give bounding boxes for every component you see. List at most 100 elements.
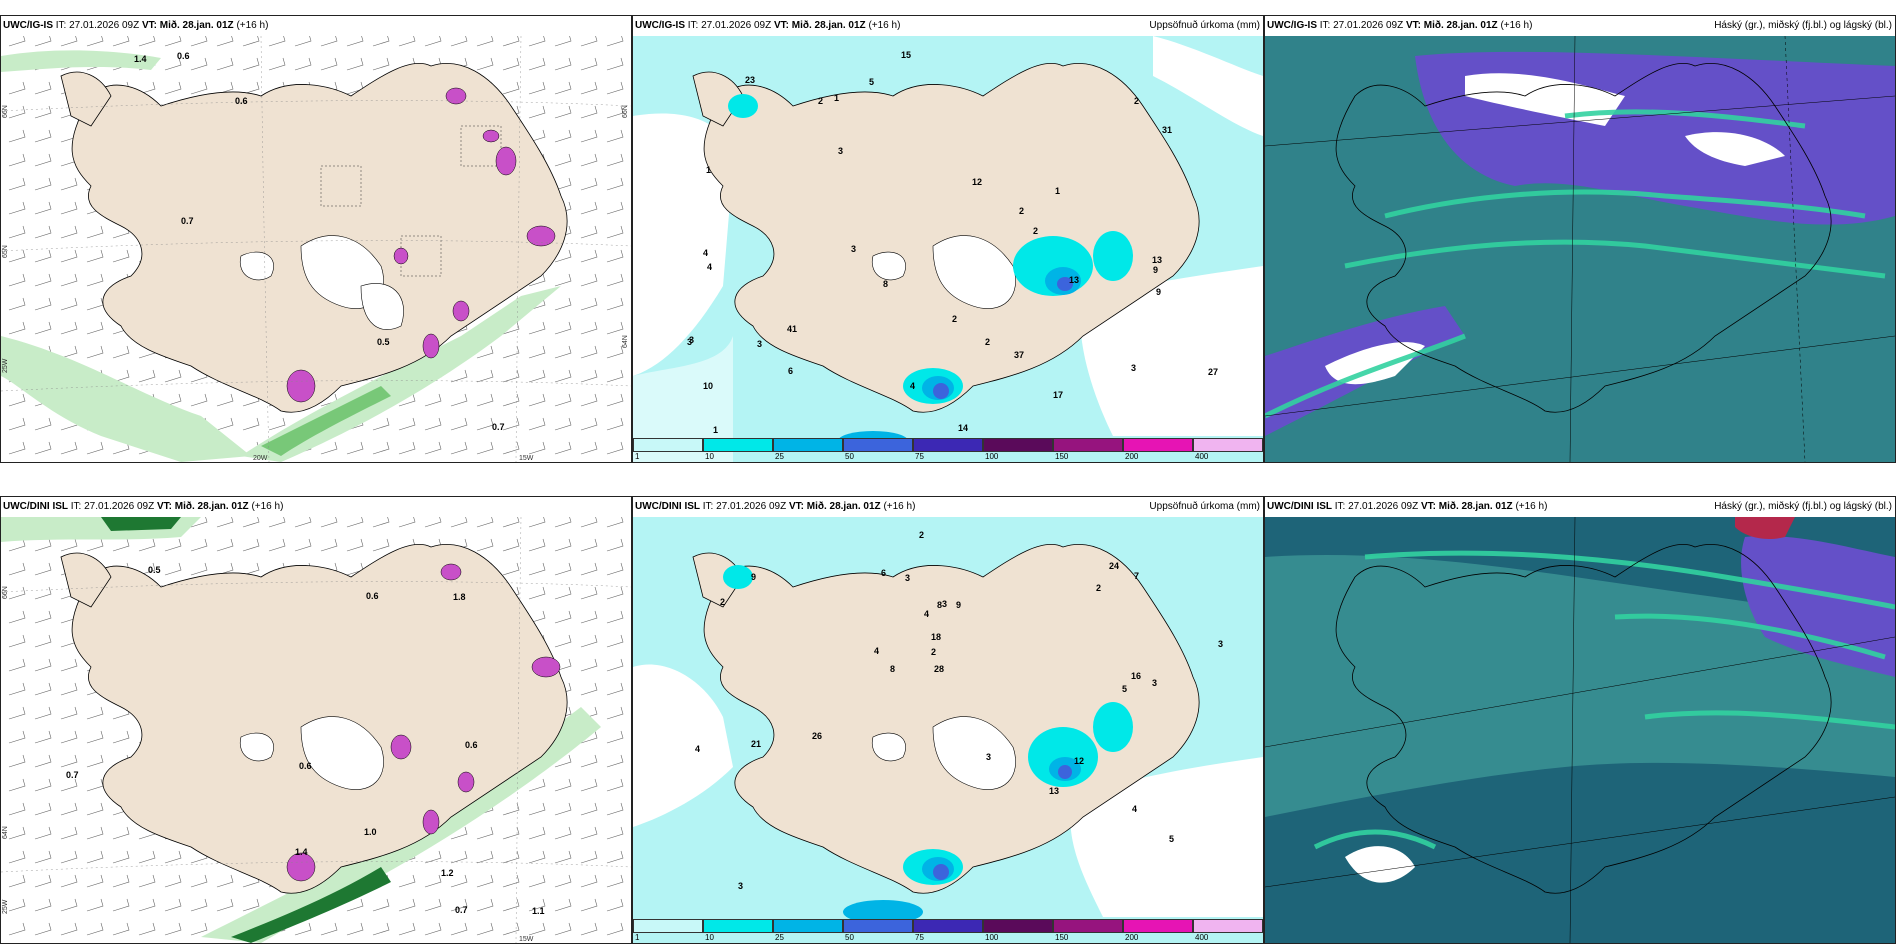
wind-barb (60, 201, 78, 215)
wind-barb (502, 345, 520, 359)
wind-barb (34, 586, 52, 600)
wind-barb (34, 874, 52, 888)
value-label: 1.0 (364, 827, 377, 837)
wind-barb (554, 321, 572, 335)
wind-barb (606, 201, 624, 215)
panel-title: Háský (gr.), miðský (fj.bl.) og lágský (… (1714, 501, 1892, 512)
wind-barb (216, 898, 234, 912)
value-label: 3 (942, 599, 947, 609)
wind-barb (216, 36, 234, 47)
wind-barb (8, 441, 26, 455)
wind-barb (294, 57, 312, 71)
colorbar-tick-label: 100 (985, 933, 999, 942)
colorbar-segment (1123, 438, 1193, 452)
wind-barb (8, 225, 26, 239)
wind-barb (268, 517, 286, 528)
valid-label: VT: (156, 501, 172, 512)
wind-barb (476, 874, 494, 888)
wind-barb (242, 81, 260, 95)
wind-barb (528, 778, 546, 792)
wind-barb (8, 634, 26, 648)
wind-barb (164, 922, 182, 936)
wind-barb (8, 898, 26, 912)
value-label: 0.7 (66, 770, 79, 780)
value-label: 8 (890, 664, 895, 674)
wind-barb (346, 57, 364, 71)
wind-barb (528, 321, 546, 335)
value-label: 9 (751, 572, 756, 582)
wind-barb (450, 517, 468, 528)
wind-barb (372, 57, 390, 71)
precip-colorbar: 1 10 25 50 75 100 150 200 400 (633, 917, 1263, 943)
wind-barb (528, 517, 546, 528)
value-label: 8 (937, 600, 942, 610)
wind-barb (476, 922, 494, 936)
wind-barb (8, 249, 26, 263)
wind-barb (60, 826, 78, 840)
wind-barb (606, 105, 624, 119)
wind-barb (554, 345, 572, 359)
valid-time: Mið. 28.jan. 01Z (1438, 501, 1513, 512)
wind-barb (606, 706, 624, 720)
value-label: 2 (1134, 96, 1139, 106)
wind-barb (138, 898, 156, 912)
wind-precip-map: 66N 65N 25W 20W 15W 66N 64N 0.5 1.4 0.7 0.6… (1, 36, 631, 462)
wind-barb (528, 57, 546, 71)
colorbar-tick-label: 75 (915, 933, 924, 942)
colorbar-tick-label: 10 (705, 933, 714, 942)
wind-barb (268, 417, 286, 431)
value-label: 2 (1019, 206, 1024, 216)
wind-barb (112, 874, 130, 888)
wind-barb (34, 201, 52, 215)
valid-time: Mið. 28.jan. 01Z (174, 501, 249, 512)
wind-barb (502, 826, 520, 840)
wind-barb (580, 538, 598, 552)
wind-barb (294, 922, 312, 936)
wind-barb (554, 826, 572, 840)
lon-label-15: 15W (519, 936, 534, 943)
wind-barb (216, 874, 234, 888)
wind-barb (424, 517, 442, 528)
wind-barb (242, 57, 260, 71)
wind-barb (34, 225, 52, 239)
wind-barb (424, 36, 442, 47)
wind-barb (60, 730, 78, 744)
wind-barb (606, 658, 624, 672)
wind-barb (502, 850, 520, 864)
issue-time: IT: 27.01.2026 09Z (702, 501, 787, 512)
value-label: 1 (713, 425, 718, 435)
wind-barb (320, 517, 338, 528)
wind-barb (86, 36, 104, 47)
panel-row1-precip: UWC/IG-IS IT: 27.01.2026 09Z VT: Mið. 28… (632, 15, 1264, 463)
wind-barb (60, 802, 78, 816)
wind-barb (112, 898, 130, 912)
wind-barb (372, 441, 390, 455)
wind-barb (346, 922, 364, 936)
wind-barb (580, 297, 598, 311)
wind-barb (450, 36, 468, 47)
wind-barb (450, 369, 468, 383)
value-label: 0.6 (235, 96, 248, 106)
wind-barb (554, 778, 572, 792)
wind-barb (606, 754, 624, 768)
wind-barb (190, 81, 208, 95)
wind-barb (398, 874, 416, 888)
wind-barb (580, 273, 598, 287)
wind-barb (346, 898, 364, 912)
wind-barb (86, 273, 104, 287)
wind-barb (34, 562, 52, 576)
wind-barb (372, 517, 390, 528)
wind-barb (216, 517, 234, 528)
value-label: 4 (695, 744, 700, 754)
wind-barb (502, 81, 520, 95)
wind-barb (8, 129, 26, 143)
wind-barb (450, 826, 468, 840)
valid-time: Mið. 28.jan. 01Z (159, 20, 234, 31)
value-label: 21 (751, 739, 761, 749)
wind-barb (372, 922, 390, 936)
wind-barb (450, 922, 468, 936)
value-label: 1.4 (134, 54, 147, 64)
wind-barb (60, 321, 78, 335)
wind-barb (606, 153, 624, 167)
wind-barb (8, 105, 26, 119)
